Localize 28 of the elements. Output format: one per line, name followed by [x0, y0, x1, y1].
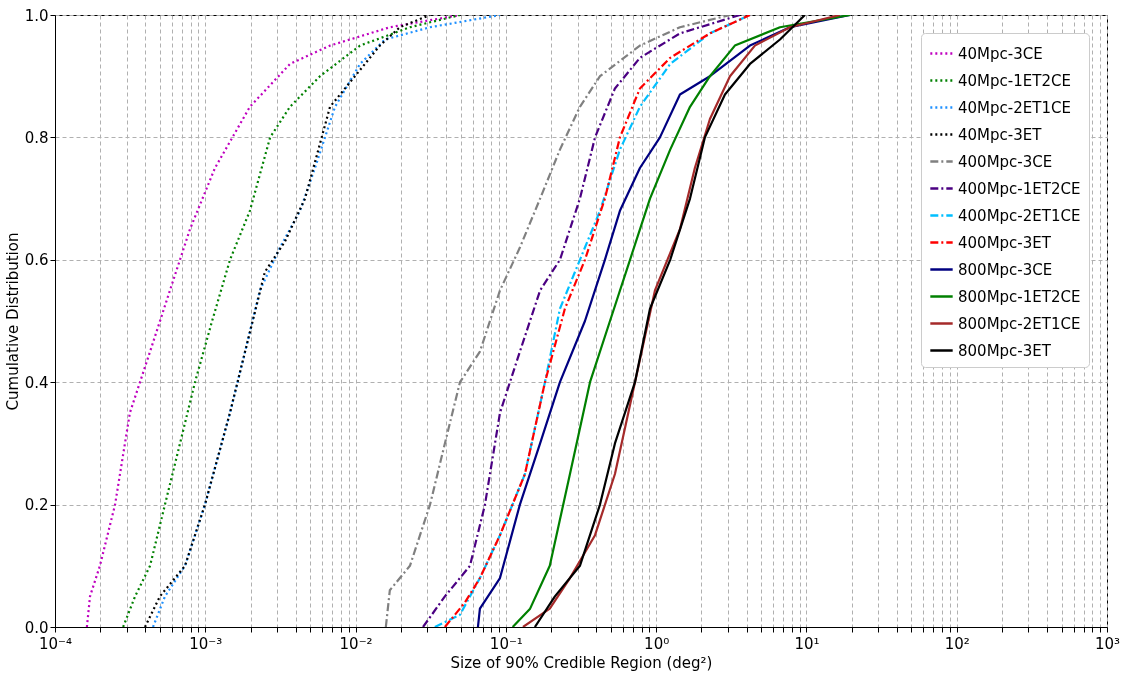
y-tick-label: 0.6	[24, 251, 49, 270]
x-axis-title: Size of 90% Credible Region (deg²)	[450, 653, 713, 672]
y-tick-label: 0.8	[24, 128, 49, 147]
y-tick-label: 0.0	[24, 618, 49, 637]
x-tick-label: 10¹	[794, 634, 820, 653]
x-tick-label: 10⁻³	[189, 634, 223, 653]
x-tick-label: 10⁻²	[339, 634, 373, 653]
y-tick-label: 0.4	[24, 373, 49, 392]
x-tick-label: 10⁰	[644, 634, 670, 653]
legend-label: 800Mpc-3ET	[958, 341, 1052, 360]
x-tick-label: 10⁻¹	[489, 634, 523, 653]
y-tick-label: 0.2	[24, 496, 49, 515]
legend-label: 40Mpc-3CE	[958, 44, 1043, 63]
legend-label: 400Mpc-1ET2CE	[958, 179, 1081, 198]
legend-label: 400Mpc-2ET1CE	[958, 206, 1081, 225]
y-tick-label: 1.0	[24, 6, 49, 25]
legend-label: 800Mpc-2ET1CE	[958, 314, 1081, 333]
x-tick-label: 10⁻⁴	[38, 634, 73, 653]
legend-label: 800Mpc-3CE	[958, 260, 1053, 279]
legend-label: 40Mpc-1ET2CE	[958, 71, 1071, 90]
legend-label: 400Mpc-3ET	[958, 233, 1052, 252]
legend-label: 40Mpc-2ET1CE	[958, 98, 1071, 117]
legend-label: 400Mpc-3CE	[958, 152, 1053, 171]
y-axis-title: Cumulative Distribution	[3, 232, 22, 411]
legend-label: 40Mpc-3ET	[958, 125, 1043, 144]
legend-label: 800Mpc-1ET2CE	[958, 287, 1081, 306]
x-tick-label: 10²	[944, 634, 970, 653]
x-tick-label: 10³	[1094, 634, 1121, 653]
